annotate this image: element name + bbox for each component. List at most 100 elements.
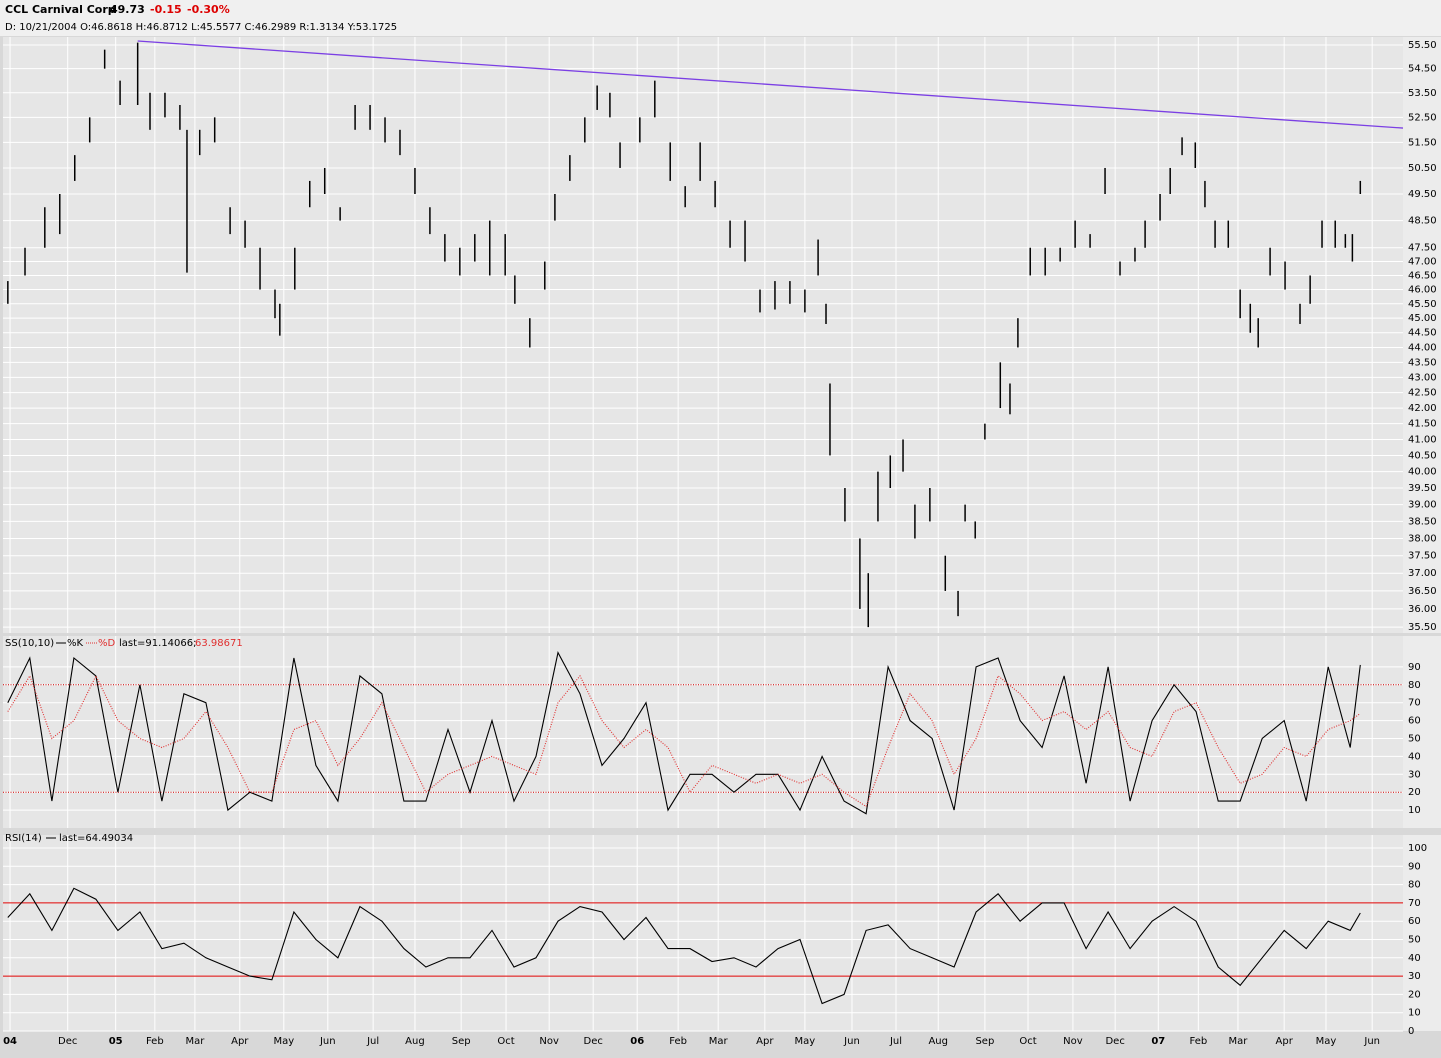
series-line	[7, 674, 1361, 808]
x-tick-label: Aug	[405, 1036, 425, 1047]
y-tick-label: 70	[1408, 898, 1421, 909]
panels: 55.50 54.50 53.50 52.50 51.50 50.50 49.50 48.50…	[3, 37, 1441, 1047]
legend-d: %D	[98, 638, 116, 649]
plot-area	[3, 636, 1403, 828]
trend-line	[137, 40, 1404, 129]
symbol: CCL Carnival Corp	[5, 3, 116, 16]
y-tick-label: 52.50	[1408, 112, 1437, 123]
y-tick-label: 41.50	[1408, 419, 1437, 430]
y-tick-label: 44.00	[1408, 342, 1437, 353]
x-tick-label: 04	[3, 1036, 17, 1047]
x-tick-label: Apr	[1276, 1036, 1294, 1047]
x-tick-label: Aug	[928, 1036, 948, 1047]
y-tick-label: 48.50	[1408, 216, 1437, 227]
y-tick-label: 90	[1408, 662, 1421, 673]
x-tick-label: Jul	[366, 1036, 379, 1047]
axis-area	[1403, 37, 1441, 633]
y-tick-label: 35.50	[1408, 622, 1437, 633]
y-tick-label: 90	[1408, 861, 1421, 872]
x-tick-label: Jun	[1363, 1036, 1380, 1047]
y-tick-label: 80	[1408, 880, 1421, 891]
x-tick-label: Oct	[497, 1036, 514, 1047]
y-tick-label: 50	[1408, 935, 1421, 946]
x-tick-label: 05	[109, 1036, 123, 1047]
y-tick-label: 47.00	[1408, 257, 1437, 268]
y-tick-label: 53.50	[1408, 88, 1437, 99]
y-tick-label: 45.50	[1408, 299, 1437, 310]
header-bar	[0, 0, 1441, 36]
series-line	[7, 887, 1361, 1005]
y-tick-label: 49.50	[1408, 189, 1437, 200]
stoch-last-d: 63.98671	[195, 638, 243, 649]
y-tick-label: 39.50	[1408, 483, 1437, 494]
y-tick-label: 40	[1408, 953, 1421, 964]
y-tick-label: 43.00	[1408, 372, 1437, 383]
bar-info: D: 10/21/2004 O:46.8618 H:46.8712 L:45.5…	[5, 22, 397, 33]
x-tick-label: Apr	[756, 1036, 774, 1047]
y-tick-label: 42.50	[1408, 388, 1437, 399]
stoch-title: SS(10,10)	[5, 638, 54, 649]
x-tick-label: 07	[1151, 1036, 1165, 1047]
y-tick-label: 46.00	[1408, 285, 1437, 296]
y-tick-label: 37.00	[1408, 568, 1437, 579]
legend-k: %K	[67, 638, 84, 649]
x-tick-label: Mar	[1229, 1036, 1249, 1047]
x-tick-label: Dec	[584, 1036, 603, 1047]
y-tick-label: 50.50	[1408, 163, 1437, 174]
x-tick-label: Feb	[669, 1036, 687, 1047]
x-tick-label: Dec	[1105, 1036, 1124, 1047]
x-tick-label: Apr	[231, 1036, 249, 1047]
y-tick-label: 30	[1408, 971, 1421, 982]
y-tick-label: 40.50	[1408, 450, 1437, 461]
x-tick-label: Jul	[889, 1036, 902, 1047]
x-tick-label: Mar	[709, 1036, 729, 1047]
y-tick-label: 10	[1408, 1008, 1421, 1019]
y-tick-label: 0	[1408, 1026, 1414, 1037]
y-tick-label: 47.50	[1408, 243, 1437, 254]
x-tick-label: May	[273, 1036, 294, 1047]
x-tick-label: Jun	[843, 1036, 860, 1047]
plot-area	[3, 37, 1403, 633]
y-tick-label: 55.50	[1408, 40, 1437, 51]
x-tick-label: Mar	[185, 1036, 205, 1047]
y-tick-label: 51.50	[1408, 137, 1437, 148]
y-tick-label: 46.50	[1408, 270, 1437, 281]
y-tick-label: 39.00	[1408, 500, 1437, 511]
x-tick-label: Sep	[452, 1036, 471, 1047]
change-pct: -0.30%	[187, 3, 230, 16]
y-tick-label: 44.50	[1408, 328, 1437, 339]
y-tick-label: 38.00	[1408, 533, 1437, 544]
x-tick-label: Feb	[146, 1036, 164, 1047]
y-tick-label: 40	[1408, 751, 1421, 762]
rsi-last: last=64.49034	[59, 833, 133, 844]
x-tick-label: Nov	[1063, 1036, 1083, 1047]
x-tick-label: Dec	[58, 1036, 77, 1047]
y-tick-label: 10	[1408, 805, 1421, 816]
y-tick-label: 36.00	[1408, 604, 1437, 615]
axis-area	[1403, 636, 1441, 828]
axis-area	[1403, 835, 1441, 1031]
y-tick-label: 54.50	[1408, 64, 1437, 75]
x-tick-label: May	[1316, 1036, 1337, 1047]
y-tick-label: 43.50	[1408, 357, 1437, 368]
y-tick-label: 40.00	[1408, 467, 1437, 478]
y-tick-label: 20	[1408, 989, 1421, 1000]
y-tick-label: 80	[1408, 680, 1421, 691]
y-tick-label: 37.50	[1408, 551, 1437, 562]
last-price: 49.73	[110, 3, 145, 16]
rsi-title: RSI(14)	[5, 833, 42, 844]
x-tick-label: Oct	[1019, 1036, 1036, 1047]
y-tick-label: 38.50	[1408, 516, 1437, 527]
x-tick-label: Sep	[975, 1036, 994, 1047]
plot-area	[3, 835, 1403, 1031]
y-tick-label: 60	[1408, 716, 1421, 727]
stoch-last: last=91.14066;	[119, 638, 197, 649]
y-tick-label: 20	[1408, 787, 1421, 798]
x-tick-label: Nov	[539, 1036, 559, 1047]
y-tick-label: 50	[1408, 734, 1421, 745]
y-tick-label: 60	[1408, 916, 1421, 927]
x-tick-label: May	[795, 1036, 816, 1047]
y-tick-label: 41.00	[1408, 434, 1437, 445]
